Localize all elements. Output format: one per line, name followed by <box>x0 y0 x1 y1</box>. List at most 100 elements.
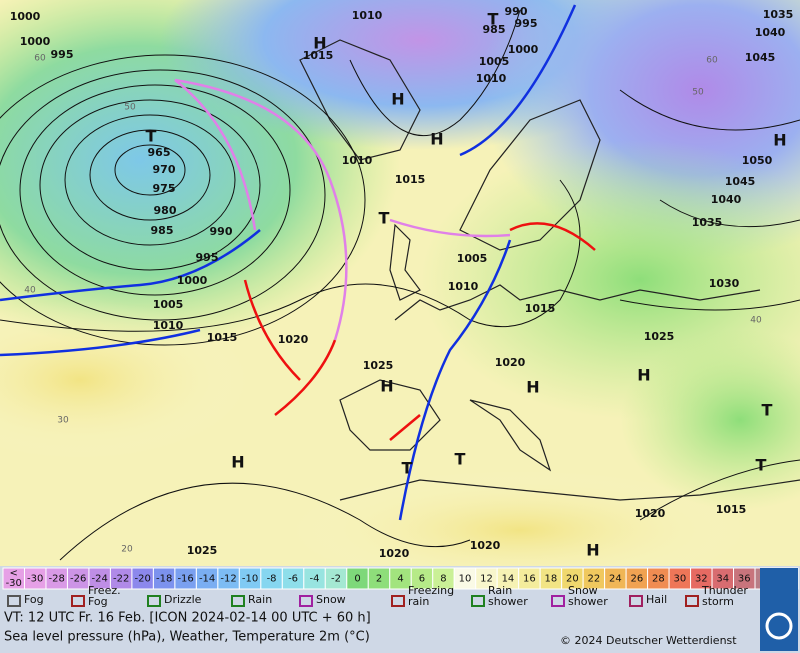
isobar-label: 985 <box>151 224 174 237</box>
isobar-label: 990 <box>505 5 528 18</box>
pressure-center: H <box>773 131 786 150</box>
isobar-label: 1005 <box>153 298 184 311</box>
latitude-label: 50 <box>124 103 136 113</box>
scale-label: 8 <box>440 574 446 585</box>
scale-label: 4 <box>397 574 403 585</box>
isobar-label: 1045 <box>725 175 756 188</box>
scale-label: 6 <box>419 574 425 585</box>
latitude-label: 60 <box>34 54 46 64</box>
scale-label: -12 <box>220 574 236 585</box>
latitude-label: 50 <box>692 88 704 98</box>
isobar-label: 1010 <box>352 9 383 22</box>
legend-icon <box>551 595 565 607</box>
isobar-label: 1005 <box>479 55 510 68</box>
pressure-center: H <box>586 541 599 560</box>
legend-icon <box>391 595 405 607</box>
scale-label: 32 <box>695 574 708 585</box>
latitude-label: 40 <box>24 286 36 296</box>
legend-label: Freez. Fog <box>88 584 121 608</box>
scale-label: -16 <box>177 574 193 585</box>
legend-label: Rain shower <box>488 584 528 608</box>
isobar-label: 1015 <box>395 173 426 186</box>
scale-label: -4 <box>310 574 320 585</box>
scale-label: 16 <box>523 574 536 585</box>
scale-label: 18 <box>545 574 558 585</box>
scale-label: -2 <box>331 574 341 585</box>
legend-icon <box>299 595 313 607</box>
scale-label: 2 <box>376 574 382 585</box>
legend-icon <box>629 595 643 607</box>
legend-icon <box>471 595 485 607</box>
legend-icon <box>231 595 245 607</box>
scale-label: 26 <box>630 574 643 585</box>
isobar-label: 1020 <box>379 547 410 560</box>
legend: <-30 -30 -28 -26 -24 -22 -20 -18 -16 -14 -12 -10 -8-… <box>0 566 800 653</box>
legend-label: Freezing rain <box>408 584 454 608</box>
latitude-label: 40 <box>750 316 762 326</box>
isobar-label: 1040 <box>711 193 742 206</box>
pressure-center: T <box>402 459 413 478</box>
scale-label: -24 <box>92 574 108 585</box>
legend-label: Fog <box>24 593 44 606</box>
legend-label: Hail <box>646 593 667 606</box>
copyright: © 2024 Deutscher Wetterdienst <box>560 634 737 647</box>
scale-label: -14 <box>199 574 215 585</box>
pressure-center: H <box>391 90 404 109</box>
scale-label: 22 <box>588 574 601 585</box>
isobar-label: 995 <box>196 251 219 264</box>
scale-label: -6 <box>288 574 298 585</box>
isobar-label: 1010 <box>153 319 184 332</box>
isobar-label: 1000 <box>20 35 51 48</box>
legend-label: Snow shower <box>568 584 608 608</box>
scale-label: 12 <box>480 574 493 585</box>
scale-label: 10 <box>459 574 472 585</box>
isobar-label: 1010 <box>448 280 479 293</box>
pressure-center: T <box>455 450 466 469</box>
isobar-label: 965 <box>148 146 171 159</box>
isobar-label: 975 <box>153 182 176 195</box>
isobar-label: 985 <box>483 23 506 36</box>
scale-label: -26 <box>70 574 86 585</box>
isobar-label: 1005 <box>457 252 488 265</box>
isobar-label: 1020 <box>635 507 666 520</box>
scale-label: 30 <box>673 574 686 585</box>
isobar-label: 995 <box>515 17 538 30</box>
isobar-label: 1045 <box>745 51 776 64</box>
legend-icon <box>147 595 161 607</box>
scale-label: -30 <box>6 578 22 589</box>
pressure-center: H <box>380 377 393 396</box>
scale-label: -22 <box>113 574 129 585</box>
isobar-label: 1015 <box>303 49 334 62</box>
pressure-center: T <box>762 401 773 420</box>
dwd-logo-swirl <box>765 612 793 640</box>
isobar-label: 1035 <box>692 216 723 229</box>
isobar-label: 1025 <box>363 359 394 372</box>
isobar-label: 1020 <box>278 333 309 346</box>
pressure-center: H <box>637 366 650 385</box>
isobar-label: 1015 <box>525 302 556 315</box>
scale-label: -28 <box>49 574 65 585</box>
legend-icon <box>7 595 21 607</box>
isobar-label: 1020 <box>495 356 526 369</box>
isobar-label: 1015 <box>207 331 238 344</box>
pressure-center: T <box>756 456 767 475</box>
isobar-label: 995 <box>51 48 74 61</box>
latitude-label: 30 <box>57 416 69 426</box>
scale-label: 14 <box>502 574 515 585</box>
description: Sea level pressure (hPa), Weather, Tempe… <box>4 630 370 645</box>
legend-label: Drizzle <box>164 593 202 606</box>
isobar-label: 1050 <box>742 154 773 167</box>
legend-icon <box>71 595 85 607</box>
map: 1000100099510101015990995985100010051010… <box>0 0 800 590</box>
pressure-center: T <box>379 209 390 228</box>
scale-label: -8 <box>267 574 277 585</box>
isobar-label: 990 <box>210 225 233 238</box>
isobar-label: 1035 <box>763 8 794 21</box>
scale-label: 0 <box>354 574 360 585</box>
legend-label: Snow <box>316 593 346 606</box>
pressure-center: H <box>526 378 539 397</box>
pressure-center: H <box>430 130 443 149</box>
scale-label: 28 <box>652 574 665 585</box>
latitude-label: 20 <box>121 545 133 555</box>
